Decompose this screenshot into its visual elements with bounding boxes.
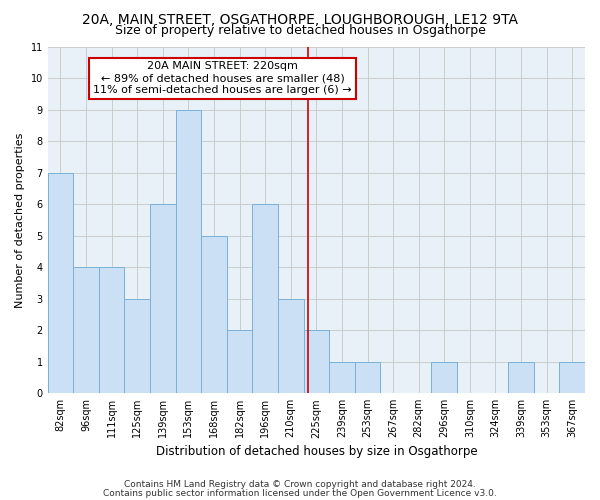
Bar [355, 362, 380, 393]
Bar [508, 362, 534, 393]
Text: 20A MAIN STREET: 220sqm
← 89% of detached houses are smaller (48)
11% of semi-de: 20A MAIN STREET: 220sqm ← 89% of detache… [93, 62, 352, 94]
Bar [253, 204, 278, 393]
Bar [201, 236, 227, 393]
Bar [176, 110, 201, 393]
Text: Contains public sector information licensed under the Open Government Licence v3: Contains public sector information licen… [103, 488, 497, 498]
Y-axis label: Number of detached properties: Number of detached properties [15, 132, 25, 308]
Bar [431, 362, 457, 393]
Bar [150, 204, 176, 393]
X-axis label: Distribution of detached houses by size in Osgathorpe: Distribution of detached houses by size … [155, 444, 477, 458]
Bar [73, 267, 99, 393]
Bar [559, 362, 585, 393]
Bar [278, 298, 304, 393]
Bar [47, 172, 73, 393]
Bar [304, 330, 329, 393]
Bar [329, 362, 355, 393]
Text: Contains HM Land Registry data © Crown copyright and database right 2024.: Contains HM Land Registry data © Crown c… [124, 480, 476, 489]
Bar [124, 298, 150, 393]
Text: 20A, MAIN STREET, OSGATHORPE, LOUGHBOROUGH, LE12 9TA: 20A, MAIN STREET, OSGATHORPE, LOUGHBOROU… [82, 12, 518, 26]
Text: Size of property relative to detached houses in Osgathorpe: Size of property relative to detached ho… [115, 24, 485, 37]
Bar [99, 267, 124, 393]
Bar [227, 330, 253, 393]
